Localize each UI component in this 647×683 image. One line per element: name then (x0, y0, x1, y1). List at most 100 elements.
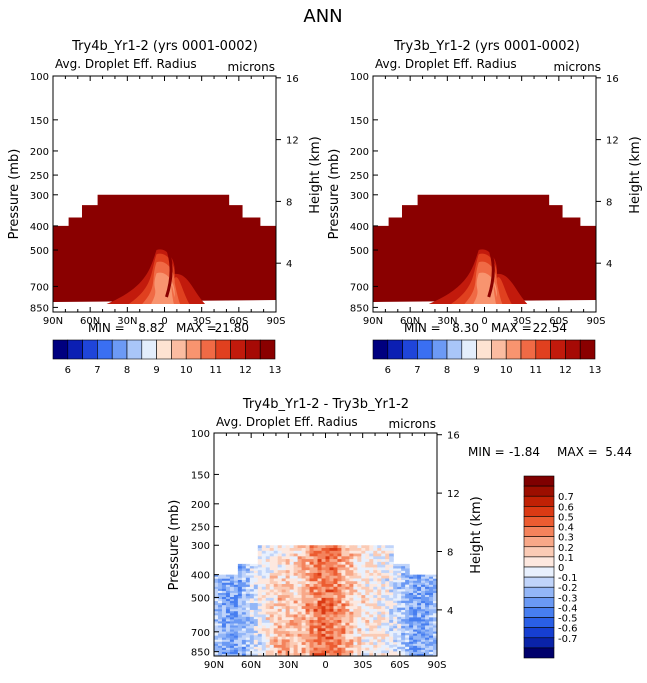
y-tick-label: 400 (191, 571, 210, 582)
panel-subtitle: Avg. Droplet Eff. Radius (375, 57, 517, 71)
heatmap-cell (214, 594, 219, 598)
heatmap-cell (369, 564, 374, 568)
heatmap-cell (233, 643, 239, 647)
heatmap-cell (317, 589, 323, 593)
heatmap-cell (297, 614, 303, 618)
heatmap-cell (385, 589, 390, 593)
heatmap-cell (293, 575, 299, 580)
heatmap-cell (261, 625, 267, 629)
heatmap-cell (277, 550, 283, 555)
heatmap-cell (337, 608, 343, 613)
heatmap-cell (325, 642, 331, 646)
panel-units: microns (389, 417, 437, 431)
heatmap-cell (397, 637, 402, 641)
heatmap-cell (229, 629, 235, 633)
heatmap-cell (257, 600, 263, 604)
heatmap-cell (233, 645, 239, 649)
heatmap-cell (265, 586, 271, 591)
heatmap-cell (361, 639, 366, 643)
heatmap-cell (269, 631, 275, 635)
heatmap-cell (409, 623, 414, 627)
heatmap-cell (325, 553, 331, 557)
heatmap-cell (249, 580, 255, 583)
heatmap-cell (329, 597, 335, 602)
heatmap-cell (329, 636, 335, 640)
heatmap-cell (245, 596, 251, 600)
heatmap-cell (341, 586, 347, 591)
heatmap-cell (333, 617, 339, 621)
heatmap-cell (313, 595, 319, 599)
heatmap-cell (357, 644, 362, 649)
x-tick-label: 30N (437, 316, 457, 327)
heatmap-cell (257, 628, 263, 632)
heatmap-cell (214, 603, 219, 606)
heatmap-cell (309, 620, 315, 624)
heatmap-cell (257, 631, 263, 635)
heatmap-cell (217, 603, 223, 606)
heatmap-cell (241, 609, 247, 613)
heatmap-cell (289, 556, 295, 560)
heatmap-cell (381, 606, 386, 610)
heatmap-cell (233, 641, 239, 645)
heatmap-cell (305, 653, 311, 656)
heatmap-cell (369, 614, 374, 618)
heatmap-cell (305, 631, 311, 635)
heatmap-cell (225, 607, 231, 610)
heatmap-cell (413, 653, 418, 656)
heatmap-cell (345, 570, 350, 574)
heatmap-cell (425, 619, 430, 623)
heatmap-cell (241, 607, 247, 611)
heatmap-cell (257, 597, 263, 602)
y-tick-label: 150 (350, 116, 369, 127)
heatmap-cell (357, 622, 362, 627)
heatmap-cell (221, 637, 227, 641)
heatmap-cell (425, 609, 430, 612)
heatmap-cell (253, 644, 259, 648)
colorbar-label: 8 (444, 365, 450, 376)
heatmap-cell (297, 644, 303, 649)
heatmap-cell (317, 548, 323, 552)
heatmap-cell (313, 572, 319, 577)
heatmap-cell (365, 603, 370, 607)
colorbar-label: -0.1 (558, 573, 578, 584)
heatmap-cell (345, 650, 350, 654)
heatmap-cell (377, 628, 382, 632)
heatmap-cell (269, 647, 275, 652)
heatmap-cell (433, 653, 437, 656)
heatmap-cell (257, 561, 263, 566)
heatmap-cell (417, 615, 422, 618)
heatmap-cell (325, 592, 331, 596)
heatmap-cell (325, 600, 331, 604)
heatmap-cell (221, 588, 227, 592)
heatmap-cell (329, 572, 335, 577)
heatmap-cell (337, 584, 343, 588)
heatmap-cell (285, 625, 291, 629)
heatmap-cell (433, 588, 437, 592)
heatmap-cell (397, 563, 402, 567)
heatmap-cell (389, 650, 394, 654)
heatmap-cell (393, 628, 398, 632)
heatmap-cell (405, 635, 410, 639)
x-tick-label: 90N (363, 316, 383, 327)
heatmap-cell (361, 622, 366, 627)
heatmap-cell (237, 614, 243, 618)
heatmap-cell (289, 545, 295, 549)
heatmap-cell (373, 578, 378, 582)
heatmap-cell (373, 650, 378, 654)
heatmap-cell (321, 589, 327, 593)
heatmap-cell (221, 578, 227, 582)
heatmap-cell (381, 561, 386, 566)
heatmap-cell (337, 581, 343, 585)
heatmap-cell (281, 644, 287, 649)
heatmap-cell (429, 594, 434, 598)
heatmap-cell (273, 647, 279, 652)
heatmap-cell (225, 643, 231, 647)
heatmap-cell (381, 620, 386, 624)
heatmap-cell (289, 622, 295, 627)
heatmap-cell (229, 651, 235, 655)
heatmap-cell (309, 564, 315, 568)
heatmap-cell (357, 617, 362, 621)
heatmap-cell (373, 567, 378, 571)
heatmap-cell (365, 595, 370, 599)
heatmap-cell (289, 595, 295, 599)
